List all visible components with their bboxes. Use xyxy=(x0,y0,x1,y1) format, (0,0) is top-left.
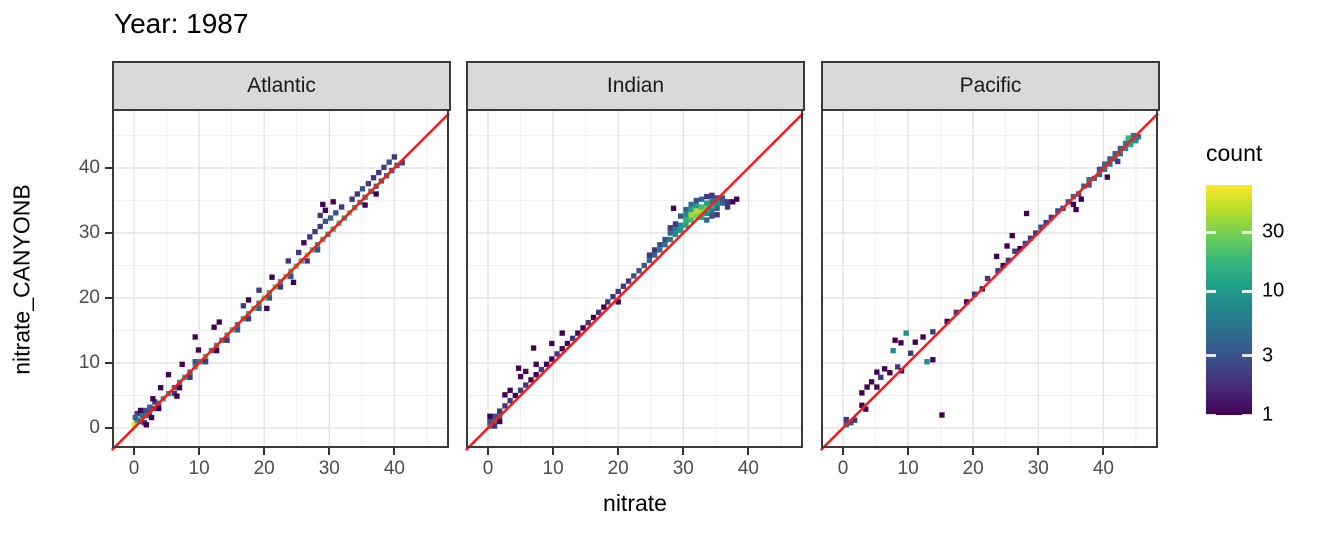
panel-border xyxy=(466,109,803,448)
facet-panel-indian xyxy=(464,109,805,452)
legend-colorbar: count 30 10 3 1 xyxy=(1204,140,1334,426)
x-tick-label: 30 xyxy=(1027,458,1049,479)
legend-title: count xyxy=(1206,140,1263,166)
x-tick-label: 10 xyxy=(542,458,564,479)
y-tick-label: 0 xyxy=(89,417,100,438)
x-tick-mark xyxy=(393,448,396,455)
x-tick-label: 20 xyxy=(607,458,629,479)
x-tick-mark xyxy=(1037,448,1040,455)
legend-gradient-bar xyxy=(1206,185,1252,415)
x-tick-mark xyxy=(907,448,910,455)
legend-tick-mark xyxy=(1206,289,1216,293)
gridlines xyxy=(821,109,1158,448)
y-tick-mark xyxy=(105,427,112,429)
y-tick-mark xyxy=(105,297,112,299)
x-tick-mark xyxy=(328,448,331,455)
plot-title: Year: 1987 xyxy=(114,8,249,39)
x-tick-label: 40 xyxy=(383,458,405,479)
y-axis-title: nitrate_CANYONB xyxy=(8,184,35,375)
legend-tick-mark xyxy=(1242,413,1252,417)
x-tick-label: 10 xyxy=(897,458,919,479)
legend-tick-label: 1 xyxy=(1262,403,1274,426)
x-tick-mark xyxy=(747,448,750,455)
x-tick-label: 20 xyxy=(962,458,984,479)
x-tick-mark xyxy=(617,448,620,455)
gridlines xyxy=(466,109,803,448)
x-tick-label: 30 xyxy=(672,458,694,479)
x-tick-mark xyxy=(682,448,685,455)
y-tick-label: 40 xyxy=(78,157,100,178)
x-tick-mark xyxy=(1102,448,1105,455)
y-tick-label: 10 xyxy=(78,352,100,373)
x-tick-label: 30 xyxy=(318,458,340,479)
y-tick-mark xyxy=(105,232,112,234)
x-tick-label: 40 xyxy=(1092,458,1114,479)
legend-tick-mark xyxy=(1206,230,1216,234)
y-tick-label: 30 xyxy=(78,222,100,243)
identity-reference-line xyxy=(819,112,1160,452)
legend-tick-label: 3 xyxy=(1262,344,1274,367)
identity-reference-line xyxy=(464,112,805,452)
x-tick-label: 0 xyxy=(128,458,140,479)
facet-panel-pacific xyxy=(819,109,1160,452)
x-tick-mark xyxy=(842,448,844,455)
y-tick-mark xyxy=(105,362,112,364)
facet-panel-atlantic xyxy=(110,109,451,452)
facet-strip-indian: Indian xyxy=(466,61,805,111)
x-tick-mark xyxy=(972,448,975,455)
facet-strip-atlantic: Atlantic xyxy=(112,61,451,111)
x-tick-label: 0 xyxy=(482,458,494,479)
x-axis-title: nitrate xyxy=(603,490,667,516)
facet-strip-label: Atlantic xyxy=(247,74,316,97)
facet-strip-label: Indian xyxy=(606,74,665,97)
x-tick-mark xyxy=(133,448,135,455)
y-tick-mark xyxy=(105,167,112,169)
facet-strip-label: Pacific xyxy=(959,74,1022,97)
x-tick-label: 10 xyxy=(188,458,210,479)
identity-reference-line xyxy=(110,112,451,452)
x-tick-label: 0 xyxy=(837,458,849,479)
x-tick-mark xyxy=(552,448,555,455)
legend-tick-mark xyxy=(1242,230,1252,234)
legend-tick-mark xyxy=(1242,354,1252,358)
legend-tick-label: 30 xyxy=(1262,220,1285,243)
x-tick-mark xyxy=(198,448,201,455)
legend-tick-mark xyxy=(1206,354,1216,358)
legend-tick-label: 10 xyxy=(1262,279,1285,302)
x-tick-label: 20 xyxy=(253,458,275,479)
facet-strip-pacific: Pacific xyxy=(821,61,1160,111)
x-tick-mark xyxy=(487,448,489,455)
legend-tick-mark xyxy=(1206,413,1216,417)
x-tick-mark xyxy=(263,448,266,455)
x-tick-label: 40 xyxy=(737,458,759,479)
y-tick-label: 20 xyxy=(78,287,100,308)
legend-tick-mark xyxy=(1242,289,1252,293)
panel-border xyxy=(112,109,449,448)
panel-border xyxy=(821,109,1158,448)
